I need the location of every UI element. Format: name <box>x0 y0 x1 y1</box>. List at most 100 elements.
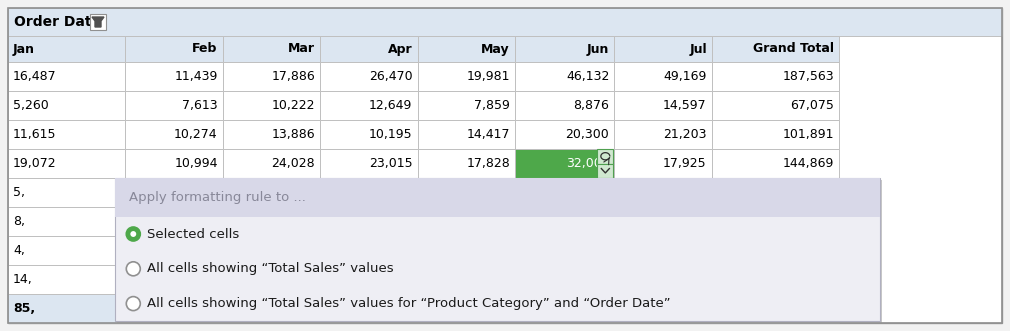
Bar <box>417 207 515 236</box>
Bar <box>417 178 515 207</box>
Bar <box>712 178 839 207</box>
Bar <box>712 207 839 236</box>
Text: Jul: Jul <box>689 42 707 56</box>
Text: Jan: Jan <box>13 42 35 56</box>
Text: 14,: 14, <box>13 273 32 286</box>
Bar <box>125 294 222 323</box>
Bar <box>222 91 320 120</box>
Text: 10,994: 10,994 <box>174 157 218 170</box>
Bar <box>712 36 839 62</box>
Bar <box>614 62 712 91</box>
Bar <box>614 149 712 178</box>
Text: 23,015: 23,015 <box>369 157 412 170</box>
Bar <box>712 236 839 265</box>
Bar <box>117 180 882 323</box>
Bar <box>515 91 614 120</box>
Bar <box>320 265 417 294</box>
Text: Apr: Apr <box>388 42 412 56</box>
Bar <box>320 294 417 323</box>
Text: 164,128: 164,128 <box>649 302 707 315</box>
Text: 27,955: 27,955 <box>663 215 707 228</box>
Bar <box>8 178 125 207</box>
Bar <box>320 236 417 265</box>
Text: 101,891: 101,891 <box>783 128 834 141</box>
Text: 187,563: 187,563 <box>783 70 834 83</box>
Bar <box>222 236 320 265</box>
Bar <box>515 36 614 62</box>
Bar <box>417 36 515 62</box>
Bar <box>417 294 515 323</box>
Bar <box>222 62 320 91</box>
Text: 24,028: 24,028 <box>272 157 315 170</box>
Bar <box>320 62 417 91</box>
Bar <box>515 294 614 323</box>
Bar <box>417 62 515 91</box>
Text: 17,925: 17,925 <box>664 157 707 170</box>
Bar <box>614 178 712 207</box>
Circle shape <box>126 262 140 276</box>
Bar <box>222 294 320 323</box>
Bar <box>8 62 125 91</box>
Bar <box>125 62 222 91</box>
Bar <box>515 120 614 149</box>
Text: 818,391: 818,391 <box>778 302 834 315</box>
Bar <box>712 294 839 323</box>
Text: Selected cells: Selected cells <box>147 227 239 241</box>
Bar <box>222 207 320 236</box>
Circle shape <box>126 297 140 310</box>
Bar <box>125 36 222 62</box>
Bar <box>417 120 515 149</box>
Bar <box>515 178 614 207</box>
Text: 14,597: 14,597 <box>664 99 707 112</box>
Text: 17,821: 17,821 <box>664 273 707 286</box>
Text: 7,859: 7,859 <box>474 99 510 112</box>
Text: May: May <box>482 42 510 56</box>
Text: 32,008: 32,008 <box>566 157 609 170</box>
Bar <box>8 265 125 294</box>
Text: 46,132: 46,132 <box>566 70 609 83</box>
Circle shape <box>126 227 140 241</box>
Bar <box>115 178 880 321</box>
Text: 10,274: 10,274 <box>174 128 218 141</box>
Bar <box>125 207 222 236</box>
Bar <box>8 149 125 178</box>
Bar <box>90 14 106 30</box>
Bar <box>712 91 839 120</box>
Text: 8,876: 8,876 <box>574 99 609 112</box>
Text: Mar: Mar <box>288 42 315 56</box>
Bar <box>515 207 614 236</box>
Text: 7,613: 7,613 <box>182 99 218 112</box>
Bar <box>614 265 712 294</box>
Bar <box>125 265 222 294</box>
Text: 21,203: 21,203 <box>664 128 707 141</box>
Bar <box>515 149 614 178</box>
Bar <box>614 120 712 149</box>
Bar <box>417 149 515 178</box>
Bar <box>8 36 125 62</box>
Text: 48,632: 48,632 <box>791 244 834 257</box>
Bar <box>614 91 712 120</box>
Bar <box>222 149 320 178</box>
Bar <box>222 36 320 62</box>
Text: 5,: 5, <box>13 186 25 199</box>
Bar <box>515 62 614 91</box>
Text: Feb: Feb <box>192 42 218 56</box>
Bar <box>712 265 839 294</box>
Text: Apply formatting rule to ...: Apply formatting rule to ... <box>129 191 306 204</box>
Bar <box>125 91 222 120</box>
Bar <box>515 265 614 294</box>
Text: 8,: 8, <box>13 215 25 228</box>
Bar <box>320 149 417 178</box>
Circle shape <box>130 231 136 237</box>
Text: 2,897: 2,897 <box>671 244 707 257</box>
Bar <box>125 120 222 149</box>
Bar <box>8 207 125 236</box>
Text: 12,649: 12,649 <box>369 99 412 112</box>
Bar <box>320 207 417 236</box>
Text: 144,869: 144,869 <box>783 157 834 170</box>
Text: All cells showing “Total Sales” values: All cells showing “Total Sales” values <box>147 262 394 275</box>
Text: 26,470: 26,470 <box>369 70 412 83</box>
Text: 67,075: 67,075 <box>790 99 834 112</box>
Bar <box>417 91 515 120</box>
Bar <box>115 178 880 216</box>
